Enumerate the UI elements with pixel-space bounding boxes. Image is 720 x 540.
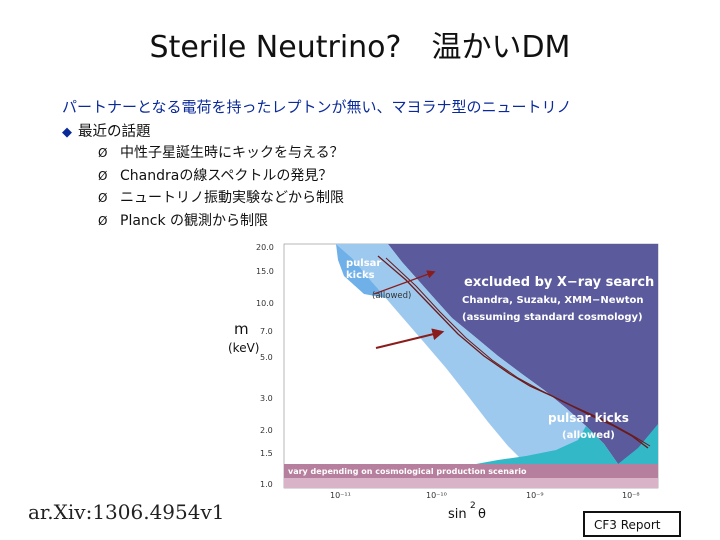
bullet-item: Ø 中性子星誕生時にキックを与える？ — [98, 142, 344, 165]
dark-matter-line — [377, 255, 649, 449]
x-axis-label: sin — [448, 507, 467, 522]
sterile-neutrino-constraint-figure: 20.0 15.0 10.0 7.0 5.0 3.0 2.0 1.5 1.0 m… — [228, 243, 681, 537]
y-tick-label: 20.0 — [256, 243, 274, 252]
lower-bounds-band — [284, 464, 658, 478]
x-tick-label: 10⁻¹¹ — [330, 491, 351, 500]
y-axis-label-unit: (keV) — [228, 341, 259, 355]
pulsar-kicks-bottom-band — [476, 424, 658, 464]
y-tick-label: 10.0 — [256, 299, 274, 308]
x-tick-label: 10⁻⁸ — [622, 491, 640, 500]
arrow-to-allowed — [373, 270, 436, 295]
bullet-text: 中性子星誕生時にキックを与える？ — [120, 145, 344, 161]
arrow-bullet-icon: Ø — [98, 213, 108, 228]
light-allowed-band — [336, 244, 618, 464]
diamond-bullet-icon: ◆ — [62, 125, 72, 140]
excluded-dm-line-4: (any cosmology) — [290, 367, 364, 376]
lower-bounds-line-1: lower bounds on the mass — [288, 429, 407, 438]
bullet-item: Ø Chandraの線スペクトルの発見？ — [98, 165, 344, 188]
bullet-text: Planck の観測から制限 — [120, 212, 269, 229]
cf3-report-box — [583, 511, 681, 537]
pulsar-kicks-top-band — [336, 244, 386, 298]
topic-label: 最近の話題 — [78, 124, 151, 140]
arrow-bullet-icon: Ø — [98, 146, 108, 160]
xray-excluded-title: excluded by X−ray search — [464, 275, 654, 290]
y-tick-label: 1.0 — [260, 480, 273, 489]
xray-excluded-assumption: (assuming standard cosmology) — [462, 312, 643, 323]
arrow-to-dm-line — [375, 328, 445, 349]
bullet-item: Ø Planck の観測から制限 — [98, 210, 344, 233]
arrow-bullet-icon: Ø — [98, 168, 108, 183]
pulsar-kicks-top-label: pulsar kicks — [346, 258, 385, 281]
lower-bounds-label: lower bounds on the mass derived from sm… — [288, 429, 527, 476]
bullet-text: ニュートリノ振動実験などから制限 — [120, 190, 344, 206]
y-tick-label: 1.5 — [260, 449, 273, 458]
y-tick-label: 2.0 — [260, 426, 273, 435]
pulsar-kicks-top-line-2: kicks — [346, 270, 375, 281]
y-tick-label: 15.0 — [256, 267, 274, 276]
x-tick-label: 10⁻¹⁰ — [426, 491, 447, 500]
xray-excluded-instruments: Chandra, Suzaku, XMM−Newton — [462, 295, 644, 306]
x-tick-label: 10⁻⁹ — [526, 491, 544, 500]
lower-bounds-lower-band — [284, 478, 658, 488]
pulsar-kicks-bottom-label: pulsar kicks — [548, 411, 629, 425]
bullet-text: Chandraの線スペクトルの発見？ — [120, 167, 333, 184]
lower-bounds-line-2: derived from small−scale structure — [288, 439, 448, 448]
slide-subtitle: パートナーとなる電荷を持ったレプトンが無い、マヨラナ型のニュートリノ — [62, 98, 572, 116]
excluded-dm-line-2: if sterile neutrinos — [290, 347, 374, 356]
lower-bounds-line-3: vary depending on cosmological productio… — [288, 467, 527, 476]
cf3-report-label: CF3 Report — [594, 518, 661, 532]
excluded-dm-line-1: excluded by X−rays — [290, 337, 379, 346]
x-axis-label-theta: θ — [478, 507, 486, 522]
x-axis-ticks: 10⁻¹¹ 10⁻¹⁰ 10⁻⁹ 10⁻⁸ — [330, 491, 640, 500]
y-tick-label: 5.0 — [260, 353, 273, 362]
slide-title: Sterile Neutrino? 温かいDM — [149, 30, 571, 65]
excluded-dm-line-3: make up 100% of dark matter — [290, 357, 425, 366]
topic-heading: ◆ 最近の話題 — [62, 120, 151, 141]
x-axis-label-sup: 2 — [470, 501, 476, 511]
y-axis-label-m: m — [234, 320, 249, 338]
y-axis-ticks: 20.0 15.0 10.0 7.0 5.0 3.0 2.0 1.5 1.0 — [256, 243, 274, 489]
y-tick-label: 3.0 — [260, 394, 273, 403]
dark-matter-line-2 — [385, 257, 651, 447]
pulsar-kicks-top-line-1: pulsar — [346, 258, 381, 269]
excluded-dm-label: excluded by X−rays if sterile neutrinos … — [290, 337, 425, 376]
arrow-bullet-icon: Ø — [98, 191, 108, 205]
allowed-bottom-label: (allowed) — [562, 430, 615, 441]
bullet-item: Ø ニュートリノ振動実験などから制限 — [98, 187, 344, 210]
y-tick-label: 7.0 — [260, 327, 273, 336]
allowed-top-label: (allowed) — [372, 291, 411, 301]
arxiv-reference: ar.Xiv:1306.4954v1 — [28, 500, 225, 524]
